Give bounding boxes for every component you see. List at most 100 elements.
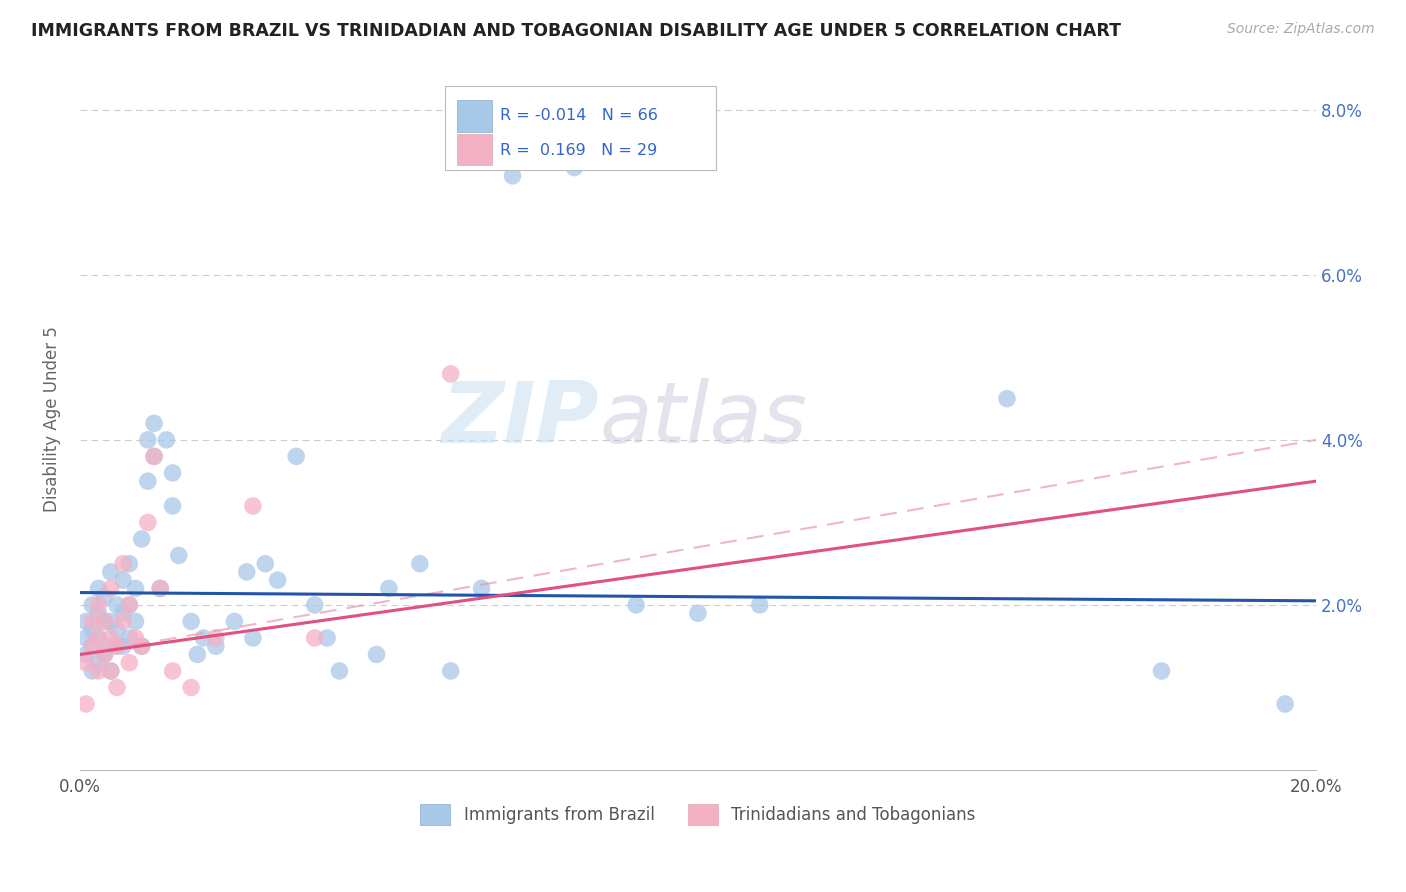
- Point: [105, 639, 128, 653]
- Point: [105, 639, 128, 653]
- FancyBboxPatch shape: [457, 100, 492, 132]
- Text: atlas: atlas: [599, 377, 807, 461]
- Point: [105, 681, 128, 695]
- Point: [87, 598, 110, 612]
- Point: [118, 631, 141, 645]
- Point: [366, 648, 388, 662]
- Point: [686, 606, 709, 620]
- Point: [205, 639, 228, 653]
- Point: [155, 433, 177, 447]
- Point: [471, 582, 494, 596]
- Point: [93, 615, 115, 629]
- Text: IMMIGRANTS FROM BRAZIL VS TRINIDADIAN AND TOBAGONIAN DISABILITY AGE UNDER 5 CORR: IMMIGRANTS FROM BRAZIL VS TRINIDADIAN AN…: [31, 22, 1121, 40]
- Point: [304, 631, 326, 645]
- Point: [167, 549, 190, 563]
- Point: [143, 450, 166, 464]
- Text: R = -0.014   N = 66: R = -0.014 N = 66: [501, 108, 658, 123]
- Point: [100, 615, 122, 629]
- Point: [235, 565, 257, 579]
- Point: [82, 615, 104, 629]
- Point: [224, 615, 246, 629]
- Point: [409, 557, 432, 571]
- Point: [186, 648, 208, 662]
- Point: [131, 532, 153, 546]
- Point: [162, 664, 184, 678]
- Point: [162, 499, 184, 513]
- Legend: Immigrants from Brazil, Trinidadians and Tobagonians: Immigrants from Brazil, Trinidadians and…: [420, 805, 976, 825]
- Point: [304, 598, 326, 612]
- Point: [440, 664, 463, 678]
- Point: [87, 631, 110, 645]
- Point: [1274, 697, 1296, 711]
- Point: [748, 598, 770, 612]
- Point: [82, 598, 104, 612]
- Point: [562, 161, 585, 175]
- Point: [112, 615, 135, 629]
- Point: [93, 648, 115, 662]
- Point: [82, 664, 104, 678]
- Point: [87, 631, 110, 645]
- Point: [112, 573, 135, 587]
- Point: [93, 615, 115, 629]
- Point: [143, 450, 166, 464]
- Point: [100, 582, 122, 596]
- Point: [100, 565, 122, 579]
- Point: [254, 557, 277, 571]
- Point: [118, 656, 141, 670]
- Point: [502, 169, 524, 183]
- FancyBboxPatch shape: [457, 134, 492, 165]
- Point: [82, 623, 104, 637]
- Point: [112, 639, 135, 653]
- Point: [100, 664, 122, 678]
- Point: [87, 606, 110, 620]
- Point: [82, 639, 104, 653]
- Point: [100, 639, 122, 653]
- Point: [242, 499, 264, 513]
- Point: [378, 582, 401, 596]
- Point: [162, 466, 184, 480]
- FancyBboxPatch shape: [444, 86, 717, 170]
- Point: [105, 598, 128, 612]
- Point: [112, 606, 135, 620]
- Point: [205, 631, 228, 645]
- Point: [316, 631, 339, 645]
- Point: [105, 623, 128, 637]
- Point: [136, 516, 159, 530]
- Point: [995, 392, 1018, 406]
- Point: [143, 417, 166, 431]
- Point: [124, 582, 146, 596]
- Point: [149, 582, 172, 596]
- Point: [131, 639, 153, 653]
- Point: [87, 582, 110, 596]
- Point: [328, 664, 350, 678]
- Point: [93, 648, 115, 662]
- Point: [242, 631, 264, 645]
- Point: [193, 631, 215, 645]
- Point: [112, 557, 135, 571]
- Point: [131, 639, 153, 653]
- Text: ZIP: ZIP: [441, 377, 599, 461]
- Point: [100, 631, 122, 645]
- Point: [93, 590, 115, 604]
- Point: [118, 557, 141, 571]
- Point: [87, 656, 110, 670]
- Point: [266, 573, 288, 587]
- Point: [440, 367, 463, 381]
- Point: [285, 450, 308, 464]
- Point: [75, 656, 97, 670]
- Point: [75, 648, 97, 662]
- Point: [136, 474, 159, 488]
- Point: [136, 433, 159, 447]
- Point: [180, 615, 202, 629]
- Y-axis label: Disability Age Under 5: Disability Age Under 5: [44, 326, 60, 512]
- Point: [124, 631, 146, 645]
- Point: [624, 598, 647, 612]
- Point: [87, 664, 110, 678]
- Point: [75, 615, 97, 629]
- Point: [124, 615, 146, 629]
- Point: [75, 697, 97, 711]
- Point: [82, 639, 104, 653]
- Point: [180, 681, 202, 695]
- Point: [149, 582, 172, 596]
- Point: [1150, 664, 1173, 678]
